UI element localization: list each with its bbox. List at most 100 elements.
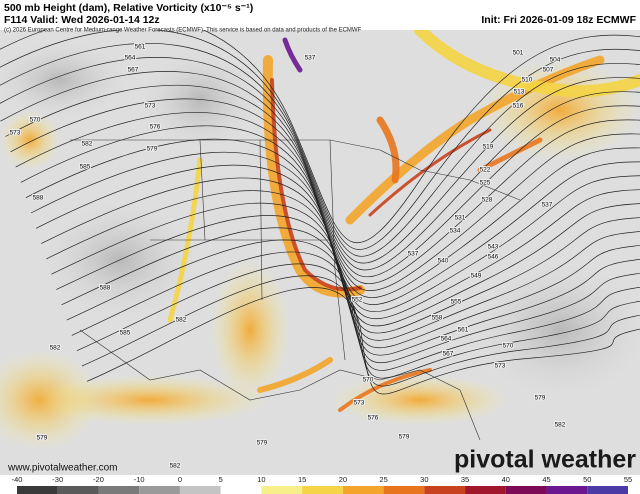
colorbar-swatch bbox=[139, 486, 180, 494]
contour-label: 576 bbox=[150, 124, 161, 131]
contour-label: 561 bbox=[135, 44, 146, 51]
vorticity-blob bbox=[140, 50, 260, 150]
valid-time: F114 Valid: Wed 2026-01-14 12z bbox=[4, 14, 160, 26]
contour-label: 588 bbox=[33, 195, 44, 202]
website: www.pivotalweather.com bbox=[7, 463, 118, 474]
contour-label: 579 bbox=[37, 435, 48, 442]
colorbar-swatch bbox=[179, 486, 221, 494]
contour-label: 555 bbox=[451, 299, 462, 306]
contour-line bbox=[20, 125, 640, 298]
contour-label: 567 bbox=[128, 67, 139, 74]
contour-label: 570 bbox=[30, 117, 41, 124]
contour-label: 579 bbox=[257, 440, 268, 447]
border-line bbox=[329, 139, 521, 201]
colorbar: -40 -30 -20 -10 0 5 10 15 20 25 30 35 40 45 50 55 bbox=[12, 475, 632, 494]
colorbar-tick-label: 0 bbox=[178, 475, 182, 484]
contour-label: 564 bbox=[125, 55, 136, 62]
contour-line bbox=[41, 177, 640, 327]
contour-label: 570 bbox=[503, 343, 514, 350]
vorticity-blob bbox=[0, 40, 130, 120]
contour-line bbox=[15, 112, 640, 292]
contour-label: 546 bbox=[488, 254, 499, 261]
contour-line bbox=[0, 28, 640, 250]
borders bbox=[70, 139, 521, 441]
copyright: (c) 2026 European Centre for Medium-rang… bbox=[4, 28, 362, 34]
contour-line bbox=[61, 227, 640, 356]
contour-line bbox=[71, 251, 640, 371]
vorticity-streak bbox=[262, 55, 365, 298]
contour-label: 576 bbox=[368, 415, 379, 422]
vorticity-streak bbox=[282, 37, 303, 73]
colorbar-tick-label: 35 bbox=[461, 475, 469, 484]
colorbar-swatch bbox=[505, 486, 547, 494]
contour-label: 543 bbox=[488, 244, 499, 251]
vorticity-streak bbox=[257, 357, 333, 393]
colorbar-tick-label: 10 bbox=[257, 475, 265, 484]
contour-label: 585 bbox=[120, 330, 131, 337]
contour-line bbox=[86, 287, 640, 395]
colorbar-swatch bbox=[17, 486, 58, 494]
contour-label: 516 bbox=[513, 103, 524, 110]
contour-label: 519 bbox=[483, 144, 494, 151]
contour-label: 504 bbox=[550, 57, 561, 64]
colorbar-tick-label: -10 bbox=[134, 475, 145, 484]
colorbar-tick-label: -30 bbox=[52, 475, 63, 484]
colorbar-tick-label: 50 bbox=[583, 475, 591, 484]
contour-line bbox=[5, 84, 640, 278]
contour-line bbox=[81, 275, 640, 387]
contour-line bbox=[76, 263, 640, 379]
contour-label: 507 bbox=[543, 67, 554, 74]
contour-label: 588 bbox=[100, 285, 111, 292]
contour-label: 579 bbox=[535, 395, 546, 402]
colorbar-swatch bbox=[261, 486, 303, 494]
title: 500 mb Height (dam), Relative Vorticity … bbox=[4, 2, 253, 14]
colorbar-swatch bbox=[465, 486, 506, 494]
contour-label: 573 bbox=[145, 103, 156, 110]
contour-line bbox=[0, 57, 640, 264]
header-bg bbox=[0, 0, 640, 30]
vorticity-streak bbox=[376, 116, 400, 184]
contour-label: 537 bbox=[408, 251, 419, 258]
vorticity-streak bbox=[338, 368, 432, 412]
vorticity-blob bbox=[30, 375, 270, 425]
colorbar-tick-label: 20 bbox=[339, 475, 347, 484]
contour-label: 513 bbox=[514, 89, 525, 96]
colorbar-tick-label: -40 bbox=[12, 475, 23, 484]
colorbar-tick-label: 55 bbox=[624, 475, 632, 484]
contour-label: 582 bbox=[50, 345, 61, 352]
contour-label: 561 bbox=[458, 327, 469, 334]
contour-label: 579 bbox=[399, 434, 410, 441]
colorbar-swatch bbox=[302, 486, 343, 494]
contour-label: 582 bbox=[555, 422, 566, 429]
colorbar-tick-label: -20 bbox=[93, 475, 104, 484]
vorticity-streak bbox=[477, 137, 543, 173]
contour-label: 582 bbox=[82, 141, 93, 148]
coastline bbox=[79, 329, 481, 441]
colorbar-tick-label: 15 bbox=[298, 475, 306, 484]
contour-line bbox=[30, 151, 640, 313]
contour-label: 501 bbox=[513, 50, 524, 57]
vorticity-streak bbox=[167, 157, 203, 323]
state-lines bbox=[70, 139, 346, 361]
colorbar-swatch bbox=[424, 486, 466, 494]
contour-line bbox=[10, 98, 640, 285]
height-contours bbox=[0, 14, 640, 395]
contour-line bbox=[66, 239, 640, 364]
colorbar-swatch bbox=[98, 486, 140, 494]
contour-line bbox=[25, 138, 640, 305]
contour-label: 579 bbox=[147, 146, 158, 153]
contour-label: 549 bbox=[471, 273, 482, 280]
contour-label: 570 bbox=[363, 377, 374, 384]
colorbar-swatch bbox=[220, 486, 262, 494]
colorbar-tick-label: 30 bbox=[420, 475, 428, 484]
contour-label: 573 bbox=[10, 130, 21, 137]
contour-labels: 561 564 567 570 573 573 576 579 582 585 588 588 585 5… bbox=[9, 43, 567, 471]
contour-line bbox=[0, 71, 640, 271]
contour-label: 582 bbox=[176, 317, 187, 324]
contour-label: 567 bbox=[443, 351, 454, 358]
contour-label: 537 bbox=[305, 55, 316, 62]
init-time: Init: Fri 2026-01-09 18z ECMWF bbox=[481, 14, 636, 26]
contour-line bbox=[56, 215, 640, 349]
